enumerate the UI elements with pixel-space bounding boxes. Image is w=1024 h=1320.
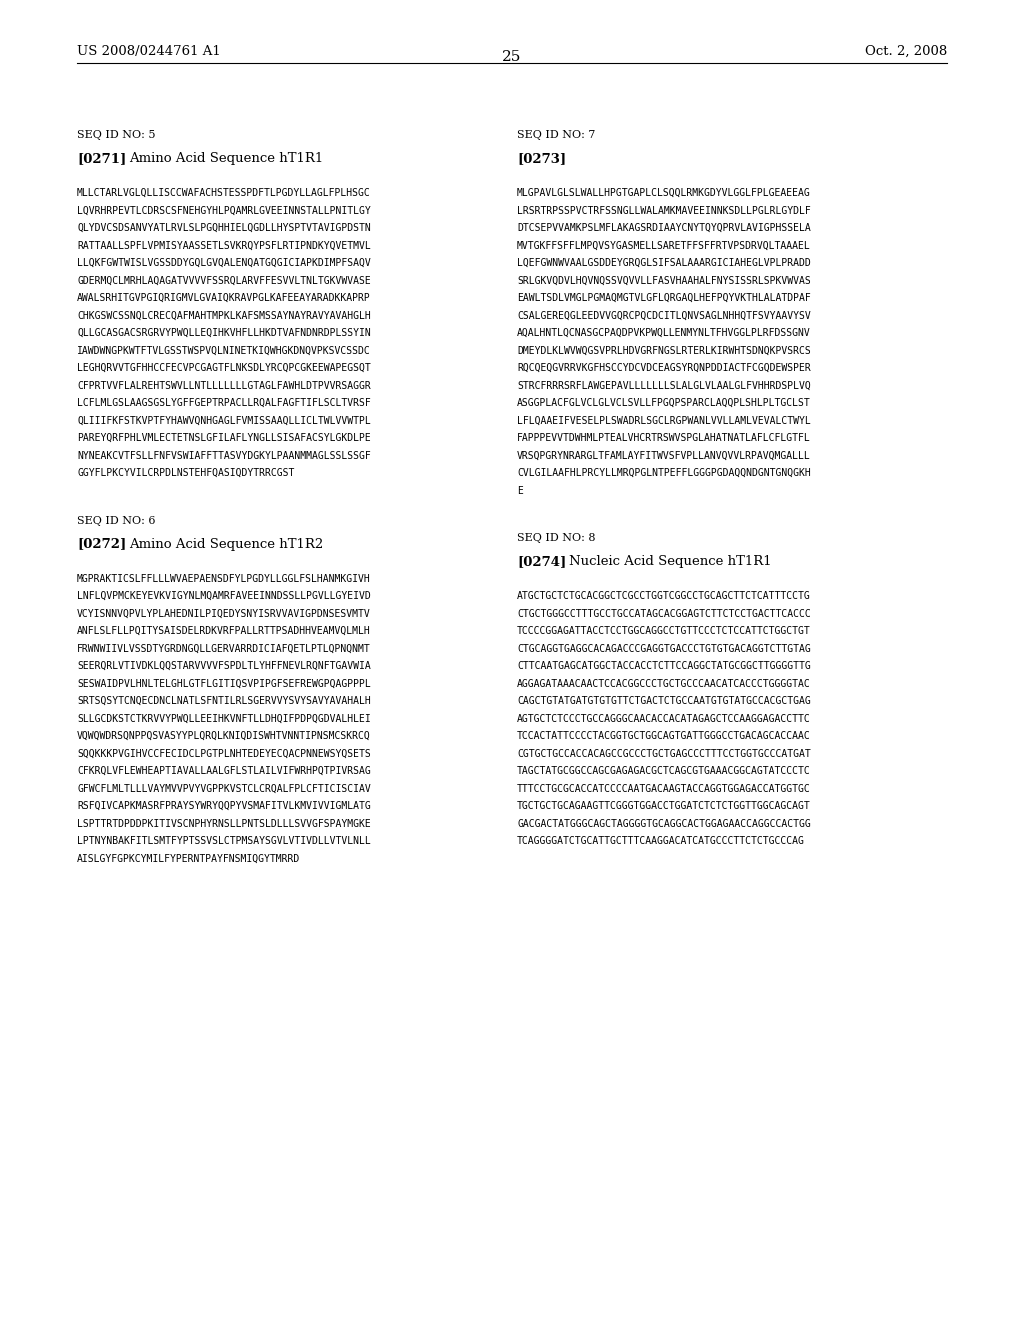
Text: SQQKKKPVGIHVCCFECIDCLPGTPLNHTEDEYECQACPNNEWSYQSETS: SQQKKKPVGIHVCCFECIDCLPGTPLNHTEDEYECQACPN… [77, 748, 371, 759]
Text: LEGHQRVVTGFHHCCFECVPCGAGTFLNKSDLYRCQPCGKEEWAPEGSQT: LEGHQRVVTGFHHCCFECVPCGAGTFLNKSDLYRCQPCGK… [77, 363, 371, 374]
Text: SEQ ID NO: 7: SEQ ID NO: 7 [517, 129, 596, 140]
Text: TCCCCGGAGATTACCTCCTGGCAGGCCTGTTCCCTCTCCATTCTGGCTGT: TCCCCGGAGATTACCTCCTGGCAGGCCTGTTCCCTCTCCA… [517, 626, 811, 636]
Text: MGPRAKTICSLFFLLLWVAEPAENSDFYLPGDYLLGGLFSLHANMKGIVH: MGPRAKTICSLFFLLLWVAEPAENSDFYLPGDYLLGGLFS… [77, 573, 371, 583]
Text: SEQ ID NO: 6: SEQ ID NO: 6 [77, 516, 156, 525]
Text: LNFLQVPMCKEYEVKVIGYNLMQAMRFAVEEINNDSSLLPGVLLGYEIVD: LNFLQVPMCKEYEVKVIGYNLMQAMRFAVEEINNDSSLLP… [77, 591, 371, 601]
Text: LLQKFGWTWISLVGSSDDYGQLGVQALENQATGQGICIAPKDIMPFSAQV: LLQKFGWTWISLVGSSDDYGQLGVQALENQATGQGICIAP… [77, 257, 371, 268]
Text: AWALSRHITGVPGIQRIGMVLGVAIQKRAVPGLKAFEEAYARADKKAPRP: AWALSRHITGVPGIQRIGMVLGVAIQKRAVPGLKAFEEAY… [77, 293, 371, 304]
Text: NYNEAKCVTFSLLFNFVSWIAFFTTASVYDGKYLPAANMMAGLSSLSSGF: NYNEAKCVTFSLLFNFVSWIAFFTTASVYDGKYLPAANMM… [77, 450, 371, 461]
Text: CSALGEREQGLEEDVVGQRCPQCDCITLQNVSAGLNHHQTFSVYAAVYSV: CSALGEREQGLEEDVVGQRCPQCDCITLQNVSAGLNHHQT… [517, 310, 811, 321]
Text: 25: 25 [503, 50, 521, 63]
Text: GGYFLPKCYVILCRPDLNSTEHFQASIQDYTRRCGST: GGYFLPKCYVILCRPDLNSTEHFQASIQDYTRRCGST [77, 469, 294, 478]
Text: GACGACTATGGGCAGCTAGGGGTGCAGGCACTGGAGAACCAGGCCACTGG: GACGACTATGGGCAGCTAGGGGTGCAGGCACTGGAGAACC… [517, 818, 811, 829]
Text: SEERQRLVTIVDKLQQSTARVVVVFSPDLTLYHFFNEVLRQNFTGAVWIA: SEERQRLVTIVDKLQQSTARVVVVFSPDLTLYHFFNEVLR… [77, 661, 371, 671]
Text: FRWNWIIVLVSSDTYGRDNGQLLGERVARRDICIAFQETLPTLQPNQNMT: FRWNWIIVLVSSDTYGRDNGQLLGERVARRDICIAFQETL… [77, 644, 371, 653]
Text: VRSQPGRYNRARGLTFAMLAYFITWVSFVPLLANVQVVLRPAVQMGALLL: VRSQPGRYNRARGLTFAMLAYFITWVSFVPLLANVQVVLR… [517, 450, 811, 461]
Text: E: E [517, 486, 523, 495]
Text: QLLGCASGACSRGRVYPWQLLEQIHKVHFLLHKDTVAFNDNRDPLSSYIN: QLLGCASGACSRGRVYPWQLLEQIHKVHFLLHKDTVAFND… [77, 327, 371, 338]
Text: RSFQIVCAPKMASRFPRAYSYWRYQQPYVSMAFITVLKMVIVVIGMLATG: RSFQIVCAPKMASRFPRAYSYWRYQQPYVSMAFITVLKMV… [77, 801, 371, 810]
Text: ASGGPLACFGLVCLGLVCLSVLLFPGQPSPARCLAQQPLSHLPLTGCLST: ASGGPLACFGLVCLGLVCLSVLLFPGQPSPARCLAQQPLS… [517, 399, 811, 408]
Text: TTTCCTGCGCACCATCCCCAATGACAAGTACCAGGTGGAGACCATGGTGC: TTTCCTGCGCACCATCCCCAATGACAAGTACCAGGTGGAG… [517, 784, 811, 793]
Text: STRCFRRRSRFLAWGEPAVLLLLLLLSLALGLVLAALGLFVHHRDSPLVQ: STRCFRRRSRFLAWGEPAVLLLLLLLSLALGLVLAALGLF… [517, 380, 811, 391]
Text: PAREYQRFPHLVMLECTETNSLGFILAFLYNGLLSISAFACSYLGKDLPE: PAREYQRFPHLVMLECTETNSLGFILAFLYNGLLSISAFA… [77, 433, 371, 444]
Text: CTGCTGGGCCTTTGCCTGCCATAGCACGGAGTCTTCTCCTGACTTCACCC: CTGCTGGGCCTTTGCCTGCCATAGCACGGAGTCTTCTCCT… [517, 609, 811, 619]
Text: MLGPAVLGLSLWALLHPGTGAPLCLSQQLRMKGDYVLGGLFPLGEAEEAG: MLGPAVLGLSLWALLHPGTGAPLCLSQQLRMKGDYVLGGL… [517, 187, 811, 198]
Text: US 2008/0244761 A1: US 2008/0244761 A1 [77, 45, 221, 58]
Text: SEQ ID NO: 8: SEQ ID NO: 8 [517, 533, 596, 543]
Text: DTCSEPVVAMKPSLMFLAKAGSRDIAAYCNYTQYQPRVLAVIGPHSSELA: DTCSEPVVAMKPSLMFLAKAGSRDIAAYCNYTQYQPRVLA… [517, 223, 811, 234]
Text: SRTSQSYTCNQECDNCLNATLSFNTILRLSGERVVYSVYSAVYAVAHALH: SRTSQSYTCNQECDNCLNATLSFNTILRLSGERVVYSVYS… [77, 696, 371, 706]
Text: CTTCAATGAGCATGGCTACCACCTCTTCCAGGCTATGCGGCTTGGGGTTG: CTTCAATGAGCATGGCTACCACCTCTTCCAGGCTATGCGG… [517, 661, 811, 671]
Text: EAWLTSDLVMGLPGMAQMGTVLGFLQRGAQLHEFPQYVKTHLALATDPAF: EAWLTSDLVMGLPGMAQMGTVLGFLQRGAQLHEFPQYVKT… [517, 293, 811, 304]
Text: IAWDWNGPKWTFTVLGSSTWSPVQLNINETKIQWHGKDNQVPKSVCSSDC: IAWDWNGPKWTFTVLGSSTWSPVQLNINETKIQWHGKDNQ… [77, 346, 371, 355]
Text: AGGAGATAAACAACTCCACGGCCCTGCTGCCCAACATCACCCTGGGGTAC: AGGAGATAAACAACTCCACGGCCCTGCTGCCCAACATCAC… [517, 678, 811, 689]
Text: TCAGGGGATCTGCATTGCTTTCAAGGACATCATGCCCTTCTCTGCCCAG: TCAGGGGATCTGCATTGCTTTCAAGGACATCATGCCCTTC… [517, 836, 805, 846]
Text: LCFLMLGSLAAGSGSLYGFFGEPTRPACLLRQALFAGFTIFLSCLTVRSF: LCFLMLGSLAAGSGSLYGFFGEPTRPACLLRQALFAGFTI… [77, 399, 371, 408]
Text: Amino Acid Sequence hT1R1: Amino Acid Sequence hT1R1 [129, 152, 324, 165]
Text: MLLCTARLVGLQLLISCCWAFACHSTESSPDFTLPGDYLLAGLFPLHSGC: MLLCTARLVGLQLLISCCWAFACHSTESSPDFTLPGDYLL… [77, 187, 371, 198]
Text: FAPPPEVVTDWHMLPTEALVHCRTRSWVSPGLAHATNATLAFLCFLGTFL: FAPPPEVVTDWHMLPTEALVHCRTRSWVSPGLAHATNATL… [517, 433, 811, 444]
Text: QLIIIFKFSTKVPTFYHAWVQNHGAGLFVMISSAAQLLICLTWLVVWTPL: QLIIIFKFSTKVPTFYHAWVQNHGAGLFVMISSAAQLLIC… [77, 416, 371, 425]
Text: AGTGCTCTCCCTGCCAGGGCAACACCACATAGAGCTCCAAGGAGACCTTC: AGTGCTCTCCCTGCCAGGGCAACACCACATAGAGCTCCAA… [517, 714, 811, 723]
Text: AISLGYFGPKCYMILFYPERNTPAYFNSMIQGYTMRRD: AISLGYFGPKCYMILFYPERNTPAYFNSMIQGYTMRRD [77, 854, 300, 863]
Text: SLLGCDKSTCTKRVVYPWQLLEEIHKVNFTLLDHQIFPDPQGDVALHLEI: SLLGCDKSTCTKRVVYPWQLLEEIHKVNFTLLDHQIFPDP… [77, 714, 371, 723]
Text: VQWQWDRSQNPPQSVASYYPLQRQLKNIQDISWHTVNNTIPNSMCSKRCQ: VQWQWDRSQNPPQSVASYYPLQRQLKNIQDISWHTVNNTI… [77, 731, 371, 741]
Text: [0274]: [0274] [517, 554, 566, 568]
Text: LSPTTRTDPDDPKITIVSCNPHYRNSLLPNTSLDLLLSVVGFSPAYMGKE: LSPTTRTDPDDPKITIVSCNPHYRNSLLPNTSLDLLLSVV… [77, 818, 371, 829]
Text: LPTNYNBAKFITLSMTFYPTSSVSLCTPMSAYSGVLVTIVDLLVTVLNLL: LPTNYNBAKFITLSMTFYPTSSVSLCTPMSAYSGVLVTIV… [77, 836, 371, 846]
Text: QLYDVCSDSANVYATLRVLSLPGQHHIELQGDLLHYSPTVTAVIGPDSTN: QLYDVCSDSANVYATLRVLSLPGQHHIELQGDLLHYSPTV… [77, 223, 371, 234]
Text: Oct. 2, 2008: Oct. 2, 2008 [864, 45, 947, 58]
Text: TAGCTATGCGGCCAGCGAGAGACGCTCAGCGTGAAACGGCAGTATCCCTC: TAGCTATGCGGCCAGCGAGAGACGCTCAGCGTGAAACGGC… [517, 766, 811, 776]
Text: Amino Acid Sequence hT1R2: Amino Acid Sequence hT1R2 [129, 537, 324, 550]
Text: TGCTGCTGCAGAAGTTCGGGTGGACCTGGATCTCTCTGGTTGGCAGCAGT: TGCTGCTGCAGAAGTTCGGGTGGACCTGGATCTCTCTGGT… [517, 801, 811, 810]
Text: GDERMQCLMRHLAQAGATVVVVFSSRQLARVFFESVVLTNLTGKVWVASE: GDERMQCLMRHLAQAGATVVVVFSSRQLARVFFESVVLTN… [77, 276, 371, 285]
Text: GFWCFLMLTLLLVAYMVVPVYVGPPKVSTCLCRQALFPLCFTICISCIAV: GFWCFLMLTLLLVAYMVVPVYVGPPKVSTCLCRQALFPLC… [77, 784, 371, 793]
Text: RQCQEQGVRRVKGFHSCCYDCVDCEAGSYRQNPDDIACTFCGQDEWSPER: RQCQEQGVRRVKGFHSCCYDCVDCEAGSYRQNPDDIACTF… [517, 363, 811, 374]
Text: CFKRQLVFLEWHEAPTIAVALLAALGFLSTLAILVIFWRHPQTPIVRSAG: CFKRQLVFLEWHEAPTIAVALLAALGFLSTLAILVIFWRH… [77, 766, 371, 776]
Text: AQALHNTLQCNASGCPAQDPVKPWQLLENMYNLTFHVGGLPLRFDSSGNV: AQALHNTLQCNASGCPAQDPVKPWQLLENMYNLTFHVGGL… [517, 327, 811, 338]
Text: LQVRHRPEVTLCDRSCSFNEHGYHLPQAMRLGVEEINNSTALLPNITLGY: LQVRHRPEVTLCDRSCSFNEHGYHLPQAMRLGVEEINNST… [77, 206, 371, 215]
Text: SESWAIDPVLHNLTELGHLGTFLGITIQSVPIPGFSEFREWGPQAGPPPL: SESWAIDPVLHNLTELGHLGTFLGITIQSVPIPGFSEFRE… [77, 678, 371, 689]
Text: [0273]: [0273] [517, 152, 566, 165]
Text: RATTAALLSPFLVPMISYAASSETLSVKRQYPSFLRTIPNDKYQVETMVL: RATTAALLSPFLVPMISYAASSETLSVKRQYPSFLRTIPN… [77, 240, 371, 251]
Text: LRSRTRPSSPVCTRFSSNGLLWALAMKMAVEEINNKSDLLPGLRLGYDLF: LRSRTRPSSPVCTRFSSNGLLWALAMKMAVEEINNKSDLL… [517, 206, 811, 215]
Text: [0272]: [0272] [77, 537, 126, 550]
Text: Nucleic Acid Sequence hT1R1: Nucleic Acid Sequence hT1R1 [569, 554, 772, 568]
Text: LQEFGWNWVAALGSDDEYGRQGLSIFSALAAARGICIAHEGLVPLPRADD: LQEFGWNWVAALGSDDEYGRQGLSIFSALAAARGICIAHE… [517, 257, 811, 268]
Text: SRLGKVQDVLHQVNQSSVQVVLLFASVHAAHALFNYSISSRLSPKVWVAS: SRLGKVQDVLHQVNQSSVQVVLLFASVHAAHALFNYSISS… [517, 276, 811, 285]
Text: MVTGKFFSFFLMPQVSYGASMELLSARETFFSFFRTVPSDRVQLTAAAEL: MVTGKFFSFFLMPQVSYGASMELLSARETFFSFFRTVPSD… [517, 240, 811, 251]
Text: ATGCTGCTCTGCACGGCTCGCCTGGTCGGCCTGCAGCTTCTCATTTCCTG: ATGCTGCTCTGCACGGCTCGCCTGGTCGGCCTGCAGCTTC… [517, 591, 811, 601]
Text: CHKGSWCSSNQLCRECQAFMAHTMPKLKAFSMSSAYNAYRAVYAVAHGLH: CHKGSWCSSNQLCRECQAFMAHTMPKLKAFSMSSAYNAYR… [77, 310, 371, 321]
Text: ANFLSLFLLPQITYSAISDELRDKVRFPALLRTTPSADHHVEAMVQLMLH: ANFLSLFLLPQITYSAISDELRDKVRFPALLRTTPSADHH… [77, 626, 371, 636]
Text: CAGCTGTATGATGTGTGTTCTGACTCTGCCAATGTGTATGCCACGCTGAG: CAGCTGTATGATGTGTGTTCTGACTCTGCCAATGTGTATG… [517, 696, 811, 706]
Text: CTGCAGGTGAGGCACAGACCCGAGGTGACCCTGTGTGACAGGTCTTGTAG: CTGCAGGTGAGGCACAGACCCGAGGTGACCCTGTGTGACA… [517, 644, 811, 653]
Text: CFPRTVVFLALREHTSWVLLNTLLLLLLLGTAGLFAWHLDTPVVRSAGGR: CFPRTVVFLALREHTSWVLLNTLLLLLLLGTAGLFAWHLD… [77, 380, 371, 391]
Text: [0271]: [0271] [77, 152, 126, 165]
Text: CVLGILAAFHLPRCYLLMRQPGLNTPEFFLGGGPGDAQQNDGNTGNQGKH: CVLGILAAFHLPRCYLLMRQPGLNTPEFFLGGGPGDAQQN… [517, 469, 811, 478]
Text: LFLQAAEIFVESELPLSWADRLSGCLRGPWANLVVLLAMLVEVALCTWYL: LFLQAAEIFVESELPLSWADRLSGCLRGPWANLVVLLAML… [517, 416, 811, 425]
Text: VCYISNNVQPVLYPLAHEDNILPIQEDYSNYISRVVAVIGPDNSESVMTV: VCYISNNVQPVLYPLAHEDNILPIQEDYSNYISRVVAVIG… [77, 609, 371, 619]
Text: CGTGCTGCCACCACAGCCGCCCTGCTGAGCCCTTTCCTGGTGCCCATGAT: CGTGCTGCCACCACAGCCGCCCTGCTGAGCCCTTTCCTGG… [517, 748, 811, 759]
Text: DMEYDLKLWVWQGSVPRLHDVGRFNGSLRTERLKIRWHTSDNQKPVSRCS: DMEYDLKLWVWQGSVPRLHDVGRFNGSLRTERLKIRWHTS… [517, 346, 811, 355]
Text: TCCACTATTCCCCTACGGTGCTGGCAGTGATTGGGCCTGACAGCACCAAC: TCCACTATTCCCCTACGGTGCTGGCAGTGATTGGGCCTGA… [517, 731, 811, 741]
Text: SEQ ID NO: 5: SEQ ID NO: 5 [77, 129, 156, 140]
